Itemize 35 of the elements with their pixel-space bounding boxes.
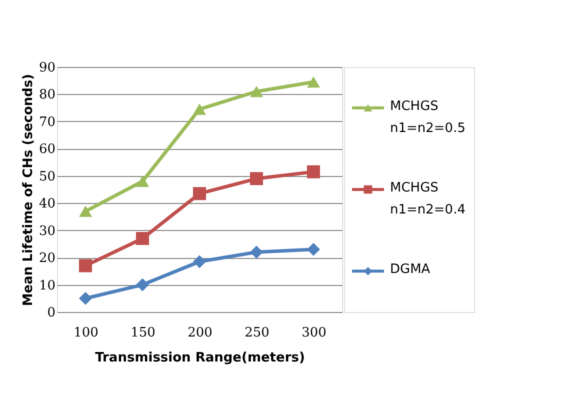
legend-label: MCHGS n1=n2=0.5 <box>390 98 466 136</box>
y-tick-label: 30 <box>38 224 56 239</box>
x-tick-label: 200 <box>188 326 212 340</box>
point <box>306 242 320 256</box>
point <box>78 259 92 272</box>
x-tick-label: 250 <box>244 326 270 340</box>
y-tick-label: 90 <box>38 60 56 76</box>
y-tick-label: 40 <box>38 196 56 212</box>
point <box>78 206 92 217</box>
point <box>136 176 150 187</box>
point <box>250 246 264 259</box>
y-tick-label: 20 <box>38 251 56 266</box>
y-tick-label: 80 <box>38 88 56 103</box>
y-axis-title: Mean Lifetime of CHs (seconds) <box>20 74 36 306</box>
y-tick-label: 10 <box>38 278 56 294</box>
point <box>306 76 320 88</box>
point <box>192 104 206 115</box>
legend-label: MCHGS n1=n2=0.4 <box>390 180 466 218</box>
y-tick-label: 50 <box>38 169 56 184</box>
point <box>250 172 264 186</box>
point <box>192 187 206 200</box>
legend-label: DGMA <box>390 262 430 278</box>
x-axis-title: Transmission Range(meters) <box>95 350 305 366</box>
point <box>306 165 320 178</box>
point <box>192 255 206 268</box>
x-tick-label: 300 <box>302 326 326 340</box>
point <box>250 86 264 98</box>
y-tick-label: 60 <box>38 142 56 158</box>
point <box>136 278 150 292</box>
y-tick-label: 70 <box>38 114 56 130</box>
point <box>136 232 150 246</box>
x-tick-label: 150 <box>130 326 156 340</box>
point <box>78 292 92 305</box>
y-tick-label: 0 <box>47 306 56 320</box>
x-tick-label: 100 <box>74 326 98 340</box>
